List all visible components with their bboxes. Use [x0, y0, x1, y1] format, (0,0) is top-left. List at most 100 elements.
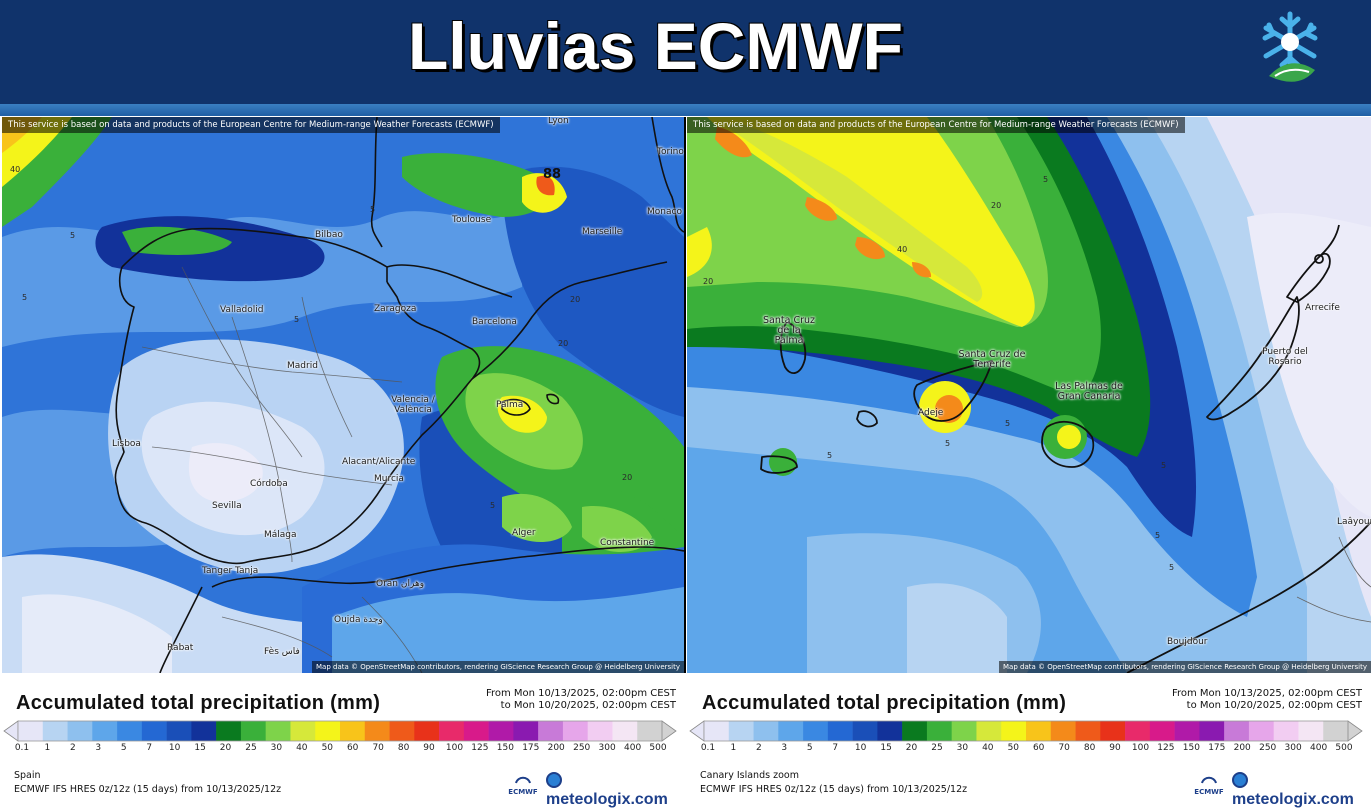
- colorbar-tick-label: 15: [880, 743, 892, 753]
- contour-label: 5: [22, 293, 28, 302]
- colorbar-bin: [67, 721, 93, 741]
- colorbar-tick-label: 25: [931, 743, 943, 753]
- ecmwf-icon: [1201, 776, 1217, 784]
- colorbar-tick-label: 400: [1310, 743, 1328, 753]
- service-note: This service is based on data and produc…: [2, 117, 500, 133]
- colorbar-tick-label: 10: [854, 743, 867, 753]
- colorbar-tick-label: 25: [245, 743, 257, 753]
- contour-label: 5: [1169, 563, 1175, 572]
- colorbar-bin: [612, 721, 638, 741]
- colorbar-bin: [1298, 721, 1324, 741]
- colorbar-border: [17, 720, 663, 742]
- city-label: Lisboa: [112, 439, 141, 449]
- colorbar-bin: [117, 721, 143, 741]
- contour-label: 5: [490, 501, 496, 510]
- city-label: Marseille: [582, 227, 623, 237]
- colorbar-bin: [290, 721, 316, 741]
- colorbar-tick-label: 150: [496, 743, 514, 753]
- precipitation-field-canary: [687, 117, 1371, 673]
- colorbar-tick-label: 80: [397, 743, 410, 753]
- legend-date-to: to Mon 10/20/2025, 02:00pm CEST: [1186, 700, 1362, 711]
- colorbar-tick-label: 20: [905, 743, 918, 753]
- globe-icon: [1232, 772, 1248, 788]
- colorbar-bin: [753, 721, 779, 741]
- colorbar-tick-label: 7: [832, 743, 839, 753]
- legend-title: Accumulated total precipitation (mm): [702, 692, 1067, 714]
- colorbar-tick-label: 300: [1284, 743, 1302, 753]
- legend-dates: From Mon 10/13/2025, 02:00pm CEST to Mon…: [486, 688, 676, 712]
- map-attribution: Map data © OpenStreetMap contributors, r…: [312, 661, 684, 673]
- legend-dates: From Mon 10/13/2025, 02:00pm CEST to Mon…: [1172, 688, 1362, 712]
- colorbar-bin: [1273, 721, 1299, 741]
- colorbar-bin: [538, 721, 564, 741]
- colorbar-tick-label: 50: [321, 743, 334, 753]
- colorbar-bin: [827, 721, 853, 741]
- colorbar-bin: [1174, 721, 1200, 741]
- colorbar-tick-label: 90: [1109, 743, 1121, 753]
- ecmwf-text: ECMWF: [508, 788, 538, 796]
- legend-date-from: From Mon 10/13/2025, 02:00pm CEST: [1171, 688, 1362, 699]
- colorbar-bin: [562, 721, 588, 741]
- brand: meteologix.com: [1232, 772, 1366, 809]
- contour-label: 5: [1155, 531, 1161, 540]
- city-label: Toulouse: [452, 215, 492, 225]
- colorbar-bin: [803, 721, 829, 741]
- colorbar-tick-label: 30: [270, 743, 283, 753]
- map-canary-islands[interactable]: This service is based on data and produc…: [687, 117, 1371, 673]
- colorbar-bin: [778, 721, 804, 741]
- colorbar-bin: [1323, 721, 1349, 741]
- colorbar-tick-label: 20: [219, 743, 232, 753]
- contour-label: 20: [703, 277, 714, 286]
- colorbar-bin: [587, 721, 613, 741]
- legend-title: Accumulated total precipitation (mm): [16, 692, 381, 714]
- colorbar-tick-label: 200: [547, 743, 565, 753]
- colorbar-tick-label: 125: [471, 743, 489, 753]
- colorbar-bin: [976, 721, 1002, 741]
- colorbar-tick-label: 200: [1233, 743, 1251, 753]
- colorbar-bin: [1026, 721, 1052, 741]
- colorbar-bin: [926, 721, 952, 741]
- colorbar-tick-label: 2: [70, 743, 76, 753]
- colorbar-bin: [1248, 721, 1274, 741]
- colorbar: [3, 720, 677, 742]
- city-label: Oujda وجدة: [334, 615, 383, 625]
- colorbar-tick-label: 7: [146, 743, 153, 753]
- contour-label: 40: [897, 245, 908, 254]
- colorbar-tick-label: 15: [194, 743, 206, 753]
- city-label: Alacant/Alicante: [342, 457, 416, 467]
- colorbar-arrow-high: [661, 720, 677, 742]
- contour-label: 20: [991, 201, 1002, 210]
- colorbar-tick-label: 50: [1007, 743, 1020, 753]
- city-label: Puerto del Rosario: [1262, 347, 1308, 367]
- colorbar-tick-label: 60: [1032, 743, 1045, 753]
- map-spain[interactable]: This service is based on data and produc…: [2, 117, 686, 673]
- contour-label: 5: [1161, 461, 1167, 470]
- city-label: Barcelona: [472, 317, 517, 327]
- colorbar-bin: [1050, 721, 1076, 741]
- header-banner: Lluvias ECMWF: [0, 0, 1371, 104]
- colorbar-tick-label: 100: [445, 743, 464, 753]
- map-attribution: Map data © OpenStreetMap contributors, r…: [999, 661, 1371, 673]
- colorbar-tick-label: 3: [95, 743, 102, 753]
- colorbar-bin: [414, 721, 440, 741]
- service-note: This service is based on data and produc…: [687, 117, 1185, 133]
- ecmwf-icon: [515, 776, 531, 784]
- legend-model: ECMWF IFS HRES 0z/12z (15 days) from 10/…: [700, 784, 968, 795]
- city-label: Tanger Tanja: [202, 566, 259, 576]
- city-label: Constantine: [600, 538, 655, 548]
- colorbar-tick-label: 250: [573, 743, 591, 753]
- colorbar-arrow-low: [689, 720, 705, 742]
- colorbar-tick-label: 2: [756, 743, 762, 753]
- colorbar-bin: [1224, 721, 1250, 741]
- colorbar-tick-label: 1: [730, 743, 737, 753]
- colorbar-bin: [92, 721, 118, 741]
- city-label: Palma: [496, 400, 524, 410]
- legend-canary: Accumulated total precipitation (mm) Fro…: [686, 683, 1366, 808]
- city-label: Córdoba: [250, 479, 288, 489]
- colorbar-tick-label: 0.1: [14, 743, 30, 753]
- colorbar-bin: [852, 721, 878, 741]
- colorbar-tick-label: 70: [1058, 743, 1070, 753]
- city-label: Zaragoza: [374, 304, 417, 314]
- city-label: Santa Cruz de la Palma: [763, 315, 815, 346]
- colorbar-bin: [18, 721, 44, 741]
